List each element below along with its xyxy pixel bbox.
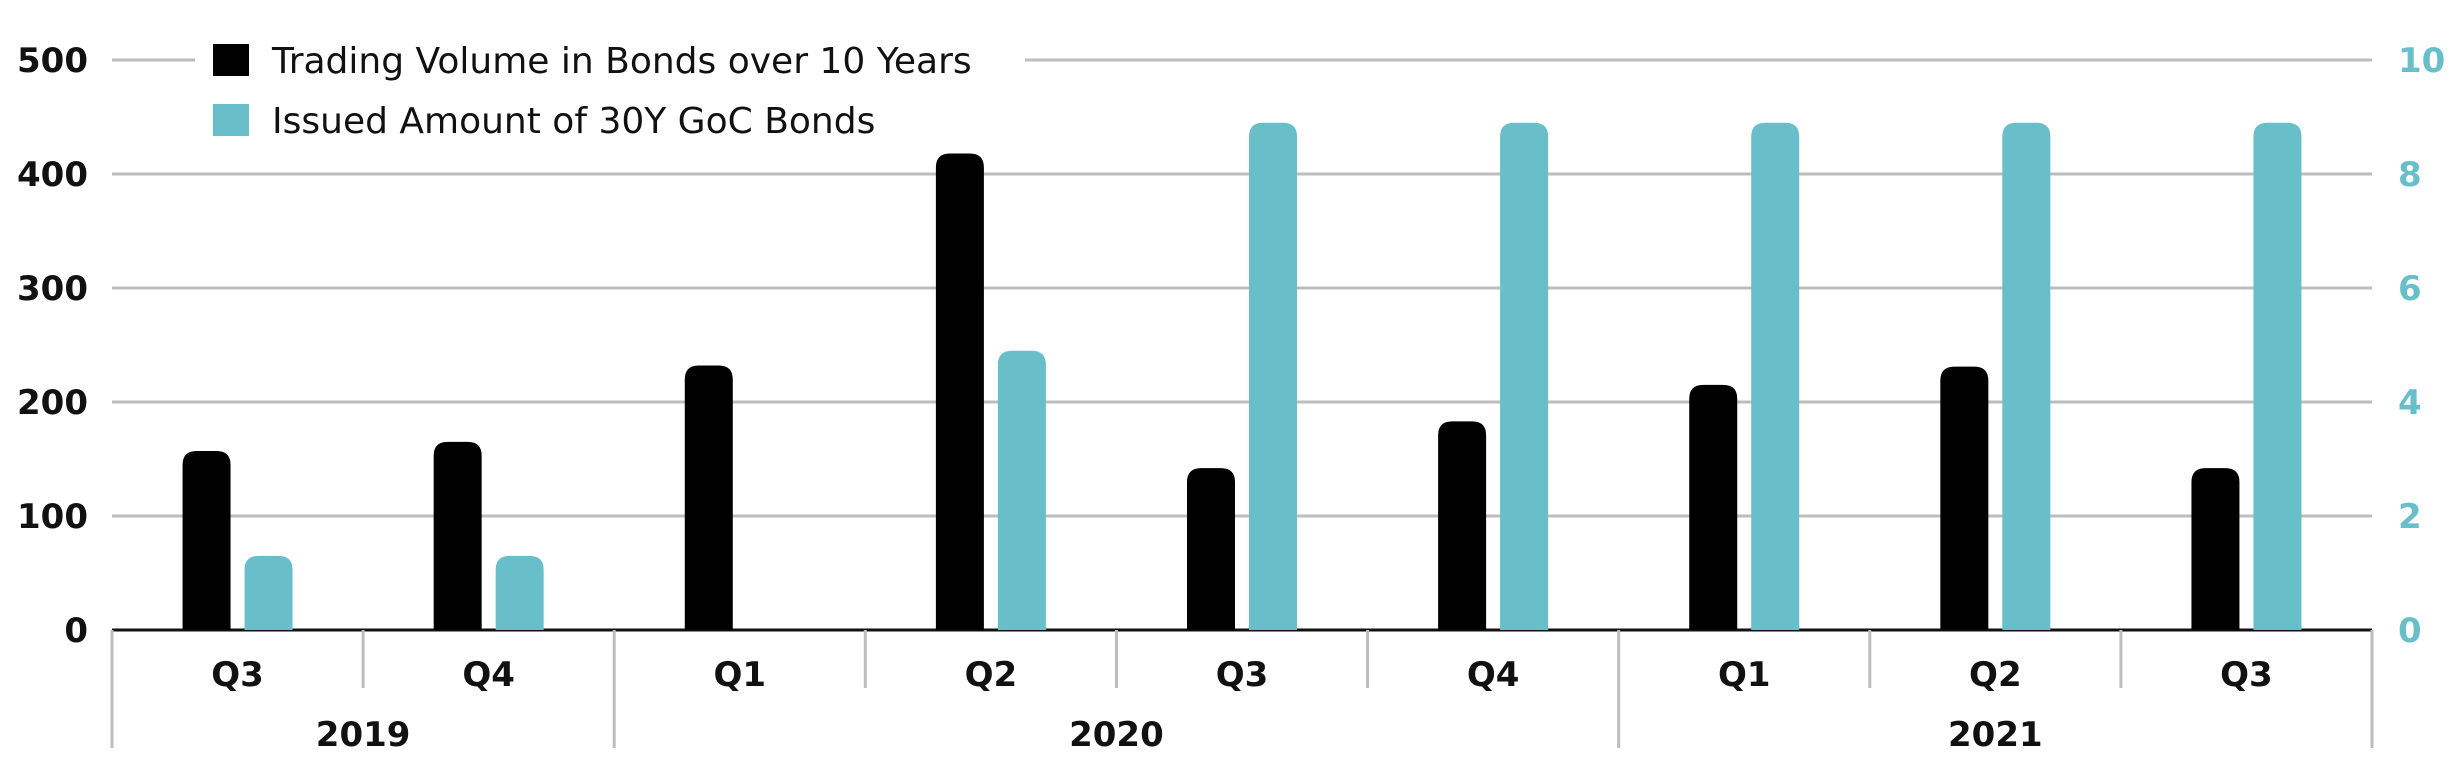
bar-issued-amount <box>1249 122 1297 630</box>
legend-swatch-issued-amount <box>213 104 249 136</box>
bar-issued-amount <box>1751 122 1800 630</box>
x-tick-label: Q1 <box>1718 655 1771 695</box>
bar-trading-volume <box>684 365 733 630</box>
y-right-tick-label: 2 <box>2398 497 2422 537</box>
y-right-tick-label: 0 <box>2398 611 2422 651</box>
x-tick-label: Q1 <box>713 655 766 695</box>
bar-issued-amount <box>244 555 293 630</box>
x-tick-label: Q3 <box>211 655 264 695</box>
x-tick-label: Q2 <box>965 655 1018 695</box>
y-right-tick-label: 10 <box>2398 41 2445 81</box>
year-label: 2019 <box>316 715 411 755</box>
bars <box>182 122 2302 631</box>
axes <box>110 628 2374 748</box>
bar-trading-volume <box>1940 366 1989 630</box>
bar-issued-amount <box>1500 122 1549 630</box>
legend-background <box>195 28 1025 148</box>
bar-trading-volume <box>1187 468 1235 630</box>
bar-issued-amount <box>495 555 544 630</box>
x-tick-label: Q3 <box>1216 655 1269 695</box>
legend-label-issued-amount: Issued Amount of 30Y GoC Bonds <box>272 101 875 142</box>
y-left-tick-label: 0 <box>64 611 88 651</box>
legend-swatch-trading-volume <box>213 44 249 76</box>
x-tick-label: Q4 <box>462 655 515 695</box>
bar-issued-amount <box>997 350 1046 630</box>
bar-trading-volume <box>2191 468 2240 630</box>
bar-trading-volume <box>433 441 482 630</box>
y-right-tick-label: 4 <box>2398 383 2422 423</box>
year-label: 2020 <box>1069 715 1164 755</box>
legend: Trading Volume in Bonds over 10 Years Iss… <box>195 28 1025 148</box>
y-right-tick-label: 8 <box>2398 155 2422 195</box>
year-label: 2021 <box>1948 715 2043 755</box>
x-tick-label: Q4 <box>1467 655 1520 695</box>
y-left-tick-label: 400 <box>17 155 88 195</box>
bar-trading-volume <box>1438 421 1487 630</box>
bar-trading-volume <box>1689 384 1738 630</box>
x-tick-label: Q3 <box>2220 655 2273 695</box>
x-tick-label: Q2 <box>1969 655 2022 695</box>
bar-issued-amount <box>2002 122 2051 630</box>
legend-label-trading-volume: Trading Volume in Bonds over 10 Years <box>271 41 972 82</box>
y-left-tick-label: 300 <box>17 269 88 309</box>
bar-trading-volume <box>935 153 984 631</box>
bar-trading-volume <box>182 451 231 630</box>
labels: 0 100 200 300 400 500 0 2 4 6 8 10 Q3 Q4 Q1 Q2 Q3 Q4 Q1 Q2 Q… <box>17 41 2445 755</box>
y-right-tick-label: 6 <box>2398 269 2422 309</box>
y-left-tick-label: 200 <box>17 383 88 423</box>
y-left-tick-label: 100 <box>17 497 88 537</box>
y-left-tick-label: 500 <box>17 41 88 81</box>
bar-issued-amount <box>2253 122 2302 630</box>
